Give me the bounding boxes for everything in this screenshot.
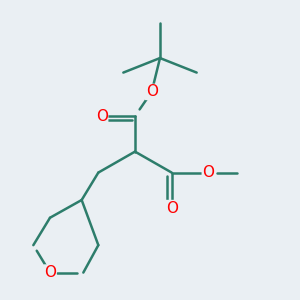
Text: O: O: [44, 265, 56, 280]
Text: O: O: [166, 201, 178, 216]
Text: O: O: [202, 165, 214, 180]
Text: O: O: [96, 109, 108, 124]
Text: O: O: [146, 84, 158, 99]
